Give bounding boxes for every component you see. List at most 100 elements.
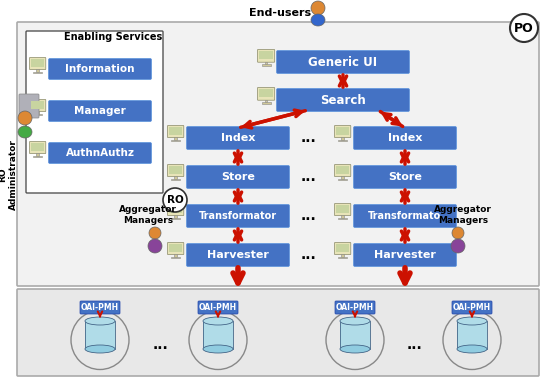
Ellipse shape bbox=[203, 317, 233, 325]
Text: Aggregator
Managers: Aggregator Managers bbox=[119, 205, 177, 225]
Circle shape bbox=[510, 14, 538, 42]
FancyBboxPatch shape bbox=[198, 301, 238, 314]
Bar bbox=[336, 205, 349, 213]
Bar bbox=[37, 153, 39, 156]
Text: RO: RO bbox=[167, 195, 183, 205]
FancyBboxPatch shape bbox=[353, 126, 456, 149]
Text: Transformator: Transformator bbox=[199, 211, 277, 221]
Bar bbox=[37, 69, 39, 71]
Bar bbox=[174, 137, 177, 140]
Bar bbox=[336, 244, 349, 252]
Circle shape bbox=[149, 227, 161, 239]
Bar bbox=[31, 101, 44, 109]
Ellipse shape bbox=[18, 126, 32, 138]
Text: AuthnAuthz: AuthnAuthz bbox=[66, 148, 134, 158]
Text: End-users: End-users bbox=[249, 8, 311, 18]
Text: PO: PO bbox=[514, 22, 534, 35]
Text: ...: ... bbox=[300, 170, 316, 184]
Bar bbox=[259, 89, 273, 98]
Text: Aggregator
Managers: Aggregator Managers bbox=[434, 205, 492, 225]
Bar bbox=[457, 321, 487, 349]
Bar bbox=[339, 218, 347, 219]
Bar bbox=[31, 143, 44, 151]
FancyBboxPatch shape bbox=[49, 58, 151, 79]
Text: ...: ... bbox=[300, 209, 316, 223]
Text: Index: Index bbox=[388, 133, 422, 143]
Bar bbox=[31, 59, 44, 67]
FancyBboxPatch shape bbox=[168, 204, 184, 215]
Text: Manager: Manager bbox=[74, 106, 126, 116]
Text: OAI-PMH: OAI-PMH bbox=[336, 303, 374, 312]
Circle shape bbox=[452, 227, 464, 239]
Bar bbox=[37, 111, 39, 114]
Bar bbox=[262, 103, 271, 104]
FancyBboxPatch shape bbox=[452, 301, 492, 314]
Bar bbox=[33, 156, 42, 157]
FancyBboxPatch shape bbox=[353, 166, 456, 189]
Text: Information: Information bbox=[66, 64, 135, 74]
Text: Index: Index bbox=[221, 133, 255, 143]
Ellipse shape bbox=[85, 345, 115, 353]
FancyBboxPatch shape bbox=[353, 205, 456, 227]
FancyBboxPatch shape bbox=[49, 101, 151, 121]
FancyBboxPatch shape bbox=[187, 126, 289, 149]
Ellipse shape bbox=[203, 345, 233, 353]
Text: OAI-PMH: OAI-PMH bbox=[81, 303, 119, 312]
Bar bbox=[174, 215, 177, 218]
Text: Store: Store bbox=[388, 172, 422, 182]
Ellipse shape bbox=[451, 239, 465, 253]
Text: ...: ... bbox=[152, 338, 168, 352]
FancyBboxPatch shape bbox=[335, 126, 351, 137]
Bar bbox=[174, 254, 177, 257]
Bar bbox=[341, 137, 344, 140]
Circle shape bbox=[18, 111, 32, 125]
FancyBboxPatch shape bbox=[168, 164, 184, 177]
FancyBboxPatch shape bbox=[276, 88, 410, 111]
Ellipse shape bbox=[85, 317, 115, 325]
FancyBboxPatch shape bbox=[276, 51, 410, 73]
FancyBboxPatch shape bbox=[168, 126, 184, 137]
Bar bbox=[171, 218, 180, 219]
Bar bbox=[341, 176, 344, 179]
FancyBboxPatch shape bbox=[335, 204, 351, 215]
Ellipse shape bbox=[340, 317, 370, 325]
Ellipse shape bbox=[148, 239, 162, 253]
FancyBboxPatch shape bbox=[187, 205, 289, 227]
Circle shape bbox=[311, 1, 325, 15]
Text: Harvester: Harvester bbox=[207, 250, 269, 260]
Bar bbox=[336, 166, 349, 174]
Ellipse shape bbox=[457, 317, 487, 325]
Bar bbox=[336, 127, 349, 135]
Bar bbox=[339, 179, 347, 180]
Text: RO
Administrator: RO Administrator bbox=[0, 139, 17, 210]
FancyBboxPatch shape bbox=[335, 164, 351, 177]
Text: ...: ... bbox=[407, 338, 423, 352]
Bar bbox=[171, 257, 180, 258]
Bar bbox=[33, 71, 42, 73]
Bar bbox=[265, 100, 268, 103]
Bar bbox=[169, 244, 182, 252]
Ellipse shape bbox=[457, 345, 487, 353]
Bar bbox=[33, 114, 42, 115]
Text: OAI-PMH: OAI-PMH bbox=[453, 303, 491, 312]
Bar bbox=[174, 176, 177, 179]
Bar bbox=[259, 51, 273, 60]
FancyBboxPatch shape bbox=[26, 31, 163, 193]
FancyBboxPatch shape bbox=[335, 301, 375, 314]
Text: Harvester: Harvester bbox=[374, 250, 436, 260]
FancyBboxPatch shape bbox=[80, 301, 120, 314]
Bar bbox=[265, 62, 268, 65]
FancyBboxPatch shape bbox=[29, 58, 46, 70]
FancyBboxPatch shape bbox=[168, 243, 184, 255]
Bar bbox=[85, 321, 115, 349]
FancyBboxPatch shape bbox=[258, 50, 275, 62]
FancyBboxPatch shape bbox=[17, 22, 539, 286]
Ellipse shape bbox=[311, 14, 325, 26]
FancyBboxPatch shape bbox=[258, 88, 275, 100]
Bar bbox=[339, 140, 347, 141]
FancyBboxPatch shape bbox=[353, 243, 456, 266]
Text: Search: Search bbox=[320, 93, 366, 106]
Text: OAI-PMH: OAI-PMH bbox=[199, 303, 237, 312]
FancyBboxPatch shape bbox=[335, 243, 351, 255]
Text: Enabling Services: Enabling Services bbox=[64, 32, 162, 42]
